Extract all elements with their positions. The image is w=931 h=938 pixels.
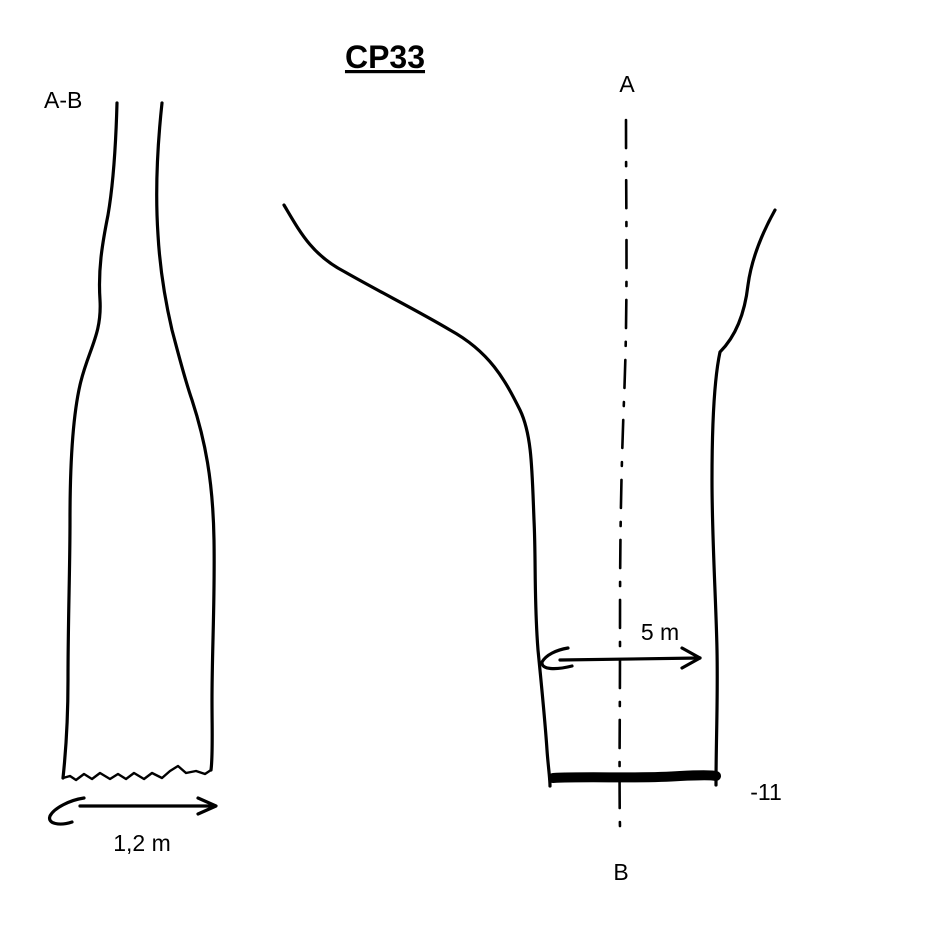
right-section-left-wall — [282, 203, 552, 788]
diagram-title: CP33 — [345, 39, 425, 75]
right-width-dimension: 5 m — [641, 619, 679, 645]
left-dimension-arrow-tail — [48, 796, 86, 826]
left-dimension-arrow-head — [196, 796, 218, 816]
left-section-rubble-floor — [61, 764, 213, 782]
section-axis-a-b — [618, 118, 628, 830]
right-dimension-arrow-tail — [540, 646, 574, 671]
marker-b: B — [613, 859, 628, 885]
depth-label: -11 — [750, 779, 782, 805]
right-dimension-arrow-head — [680, 646, 702, 670]
right-section-right-wall — [710, 208, 777, 787]
marker-a: A — [619, 71, 635, 97]
left-section-label: A-B — [44, 87, 82, 113]
left-section-right-wall — [155, 101, 216, 772]
right-dimension-arrow-line — [558, 656, 702, 662]
left-width-dimension: 1,2 m — [113, 830, 171, 856]
right-section-floor — [548, 770, 721, 783]
left-section-left-wall — [61, 101, 119, 780]
